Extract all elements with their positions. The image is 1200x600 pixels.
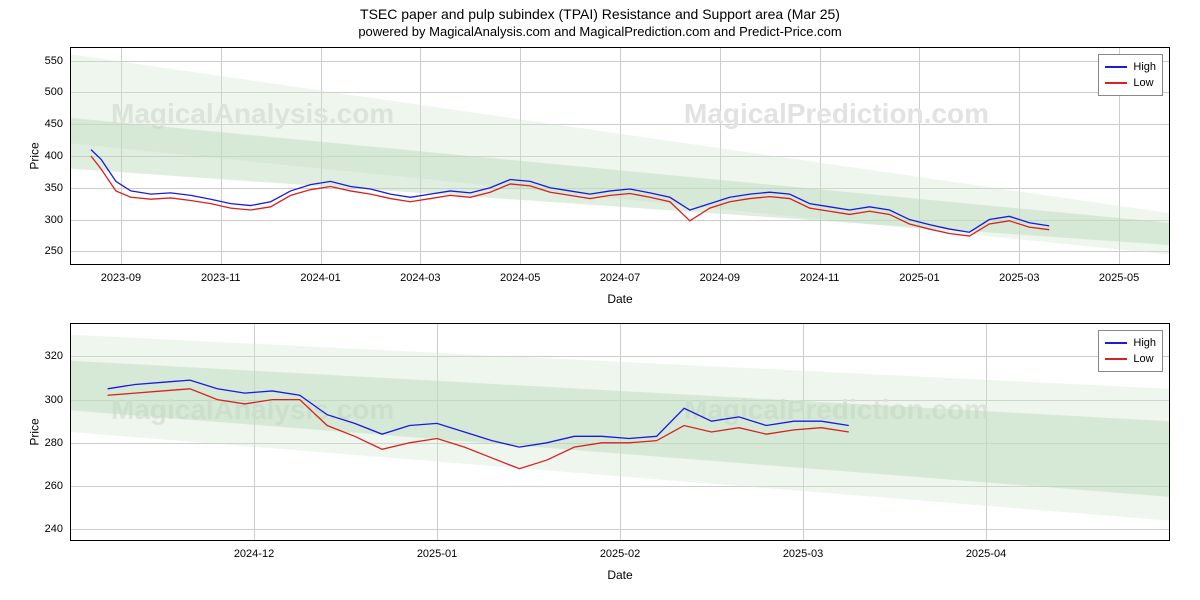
x-axis-label: Date xyxy=(607,292,632,306)
legend-label: Low xyxy=(1133,353,1153,365)
y-tick-label: 250 xyxy=(33,245,63,257)
legend-swatch-icon xyxy=(1105,342,1127,344)
y-tick-label: 400 xyxy=(33,150,63,162)
x-tick-label: 2024-01 xyxy=(300,272,340,284)
y-tick-label: 300 xyxy=(33,394,63,406)
legend-swatch-icon xyxy=(1105,82,1127,84)
y-tick-label: 550 xyxy=(33,55,63,67)
x-tick-label: 2025-01 xyxy=(417,548,457,560)
x-tick-label: 2024-12 xyxy=(234,548,274,560)
x-tick-label: 2024-11 xyxy=(800,272,840,284)
legend-box: High Low xyxy=(1098,330,1163,372)
top-chart-svg xyxy=(71,48,1169,264)
x-tick-label: 2025-03 xyxy=(783,548,823,560)
bottom-chart-panel: Price Date MagicalAnalysis.com MagicalPr… xyxy=(70,323,1170,541)
legend-swatch-icon xyxy=(1105,358,1127,360)
y-tick-label: 350 xyxy=(33,182,63,194)
chart-main-title: TSEC paper and pulp subindex (TPAI) Resi… xyxy=(0,0,1200,24)
legend-item: Low xyxy=(1105,75,1156,91)
top-chart-panel: Price Date MagicalAnalysis.com MagicalPr… xyxy=(70,47,1170,265)
x-tick-label: 2023-11 xyxy=(201,272,241,284)
legend-label: Low xyxy=(1133,77,1153,89)
x-axis-label: Date xyxy=(607,568,632,582)
x-tick-label: 2024-09 xyxy=(700,272,740,284)
x-tick-label: 2024-03 xyxy=(400,272,440,284)
x-tick-label: 2023-09 xyxy=(101,272,141,284)
y-tick-label: 450 xyxy=(33,118,63,130)
x-tick-label: 2025-03 xyxy=(999,272,1039,284)
x-tick-label: 2025-05 xyxy=(1099,272,1139,284)
x-tick-label: 2024-07 xyxy=(600,272,640,284)
figure-container: TSEC paper and pulp subindex (TPAI) Resi… xyxy=(0,0,1200,600)
y-tick-label: 260 xyxy=(33,480,63,492)
x-tick-label: 2024-05 xyxy=(500,272,540,284)
x-tick-label: 2025-04 xyxy=(966,548,1006,560)
y-tick-label: 320 xyxy=(33,350,63,362)
legend-label: High xyxy=(1133,337,1156,349)
legend-label: High xyxy=(1133,61,1156,73)
legend-item: High xyxy=(1105,59,1156,75)
bottom-chart-svg xyxy=(71,324,1169,540)
y-tick-label: 300 xyxy=(33,214,63,226)
y-tick-label: 280 xyxy=(33,437,63,449)
legend-swatch-icon xyxy=(1105,66,1127,68)
y-tick-label: 500 xyxy=(33,86,63,98)
legend-item: High xyxy=(1105,335,1156,351)
x-tick-label: 2025-02 xyxy=(600,548,640,560)
chart-subtitle: powered by MagicalAnalysis.com and Magic… xyxy=(0,24,1200,43)
legend-item: Low xyxy=(1105,351,1156,367)
x-tick-label: 2025-01 xyxy=(899,272,939,284)
legend-box: High Low xyxy=(1098,54,1163,96)
y-tick-label: 240 xyxy=(33,523,63,535)
